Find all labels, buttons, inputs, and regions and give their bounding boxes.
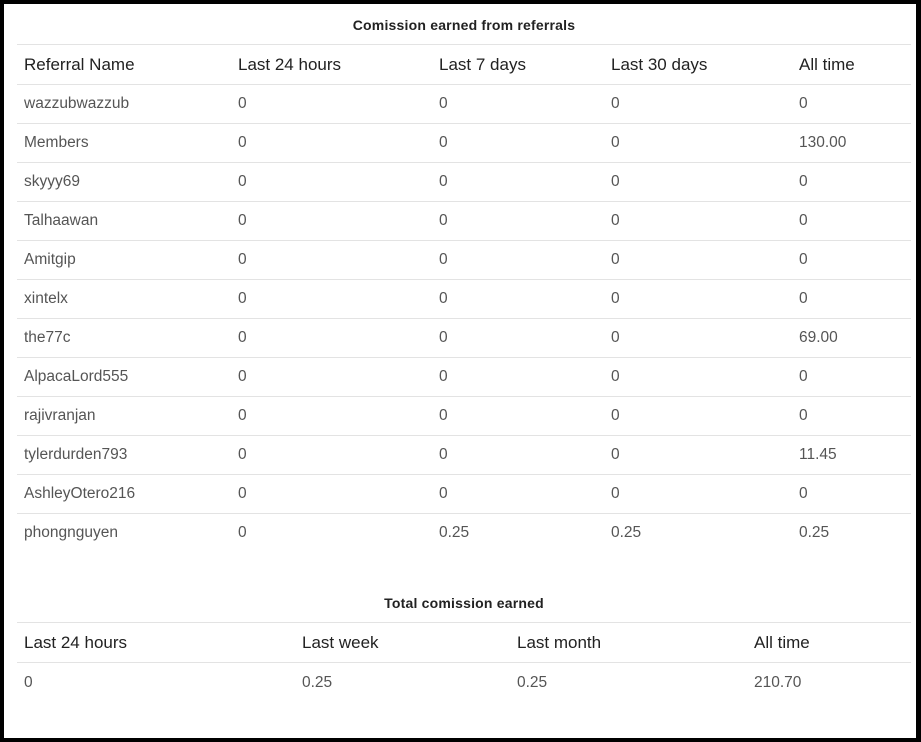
last-24-hours-cell: 0: [231, 435, 432, 475]
last-24-hours-cell: 0: [231, 240, 432, 280]
all-time-cell: 0: [792, 240, 911, 280]
referral-name-cell: AlpacaLord555: [17, 357, 231, 397]
referral-name-cell: phongnguyen: [24, 524, 118, 541]
all-time-cell: 0: [792, 396, 911, 436]
table-row: Amitgip 0 0 0 0: [17, 240, 911, 280]
last-30-days-cell: 0: [604, 279, 792, 319]
referral-name-cell: Talhaawan: [17, 201, 231, 241]
all-time-cell: 0: [792, 201, 911, 241]
referral-name-cell: wazzubwazzub: [17, 84, 231, 124]
last-24-hours-cell: 0: [231, 84, 432, 124]
table-row: tylerdurden793 0 0 0 11.45: [17, 435, 911, 475]
referral-name-cell: skyyy69: [17, 162, 231, 202]
table-row: xintelx 0 0 0 0: [17, 279, 911, 319]
column-header-last-month: Last month: [510, 623, 747, 663]
referral-name-cell: Amitgip: [17, 240, 231, 280]
last-7-days-cell: 0: [432, 279, 604, 319]
last-30-days-cell: 0: [604, 240, 792, 280]
table-row: AshleyOtero216 0 0 0 0: [17, 474, 911, 514]
referrals-table: Referral Name Last 24 hours Last 7 days …: [17, 45, 911, 552]
last-30-days-cell: 0: [604, 123, 792, 163]
total-last-month-cell: 0.25: [517, 674, 548, 691]
all-time-cell: 0: [792, 474, 911, 514]
last-7-days-cell: 0: [432, 318, 604, 358]
last-24-hours-cell: 0: [231, 123, 432, 163]
last-7-days-cell: 0: [432, 240, 604, 280]
last-24-hours-cell: 0: [231, 279, 432, 319]
column-header-last-week: Last week: [295, 623, 510, 663]
last-30-days-cell: 0: [604, 474, 792, 514]
totals-table: Last 24 hours Last week Last month All t…: [17, 623, 911, 703]
last-24-hours-cell: 0: [231, 318, 432, 358]
last-24-hours-cell: 0: [238, 524, 247, 541]
total-all-time-cell: 210.70: [754, 674, 802, 691]
totals-header-row: Last 24 hours Last week Last month All t…: [17, 623, 911, 663]
referrals-commission-panel: Comission earned from referrals Referral…: [17, 7, 911, 552]
last-30-days-cell: 0: [604, 396, 792, 436]
last-7-days-cell: 0.25: [439, 524, 470, 541]
referrals-table-caption: Comission earned from referrals: [17, 7, 911, 45]
column-header-referral-name: Referral Name: [17, 45, 231, 85]
total-last-24-hours-cell: 0: [24, 674, 33, 691]
last-30-days-cell: 0: [604, 84, 792, 124]
column-header-last-24-hours: Last 24 hours: [231, 45, 432, 85]
column-header-all-time: All time: [792, 45, 911, 85]
last-7-days-cell: 0: [432, 474, 604, 514]
last-24-hours-cell: 0: [231, 201, 432, 241]
table-row: phongnguyen 0 0.25 0.25 0.25: [17, 514, 911, 553]
last-30-days-cell: 0: [604, 435, 792, 475]
table-row: wazzubwazzub 0 0 0 0: [17, 84, 911, 124]
referrals-header-row: Referral Name Last 24 hours Last 7 days …: [17, 45, 911, 85]
table-row: 0 0.25 0.25 210.70: [17, 663, 911, 704]
last-24-hours-cell: 0: [231, 474, 432, 514]
referral-name-cell: Members: [17, 123, 231, 163]
all-time-cell: 69.00: [792, 318, 911, 358]
referral-name-cell: rajivranjan: [17, 396, 231, 436]
last-7-days-cell: 0: [432, 396, 604, 436]
column-header-last-7-days: Last 7 days: [432, 45, 604, 85]
last-24-hours-cell: 0: [231, 396, 432, 436]
table-row: the77c 0 0 0 69.00: [17, 318, 911, 358]
all-time-cell: 0: [792, 357, 911, 397]
last-7-days-cell: 0: [432, 162, 604, 202]
table-row: Talhaawan 0 0 0 0: [17, 201, 911, 241]
all-time-cell: 11.45: [792, 435, 911, 475]
referral-name-cell: xintelx: [17, 279, 231, 319]
all-time-cell: 0.25: [799, 524, 830, 541]
last-7-days-cell: 0: [432, 201, 604, 241]
referral-name-cell: tylerdurden793: [17, 435, 231, 475]
total-last-week-cell: 0.25: [302, 674, 333, 691]
last-30-days-cell: 0: [604, 201, 792, 241]
last-7-days-cell: 0: [432, 84, 604, 124]
table-row: AlpacaLord555 0 0 0 0: [17, 357, 911, 397]
referral-name-cell: the77c: [17, 318, 231, 358]
last-7-days-cell: 0: [432, 357, 604, 397]
all-time-cell: 130.00: [792, 123, 911, 163]
last-30-days-cell: 0.25: [611, 524, 642, 541]
table-row: rajivranjan 0 0 0 0: [17, 396, 911, 436]
last-30-days-cell: 0: [604, 357, 792, 397]
last-7-days-cell: 0: [432, 435, 604, 475]
all-time-cell: 0: [792, 279, 911, 319]
table-row: skyyy69 0 0 0 0: [17, 162, 911, 202]
all-time-cell: 0: [792, 162, 911, 202]
last-30-days-cell: 0: [604, 162, 792, 202]
all-time-cell: 0: [792, 84, 911, 124]
column-header-all-time: All time: [747, 623, 911, 663]
total-commission-panel: Total comission earned Last 24 hours Las…: [17, 585, 911, 703]
last-7-days-cell: 0: [432, 123, 604, 163]
column-header-last-24-hours: Last 24 hours: [17, 623, 295, 663]
column-header-last-30-days: Last 30 days: [604, 45, 792, 85]
table-row: Members 0 0 0 130.00: [17, 123, 911, 163]
last-24-hours-cell: 0: [231, 162, 432, 202]
totals-table-caption: Total comission earned: [17, 585, 911, 623]
referral-name-cell: AshleyOtero216: [17, 474, 231, 514]
last-30-days-cell: 0: [604, 318, 792, 358]
last-24-hours-cell: 0: [231, 357, 432, 397]
